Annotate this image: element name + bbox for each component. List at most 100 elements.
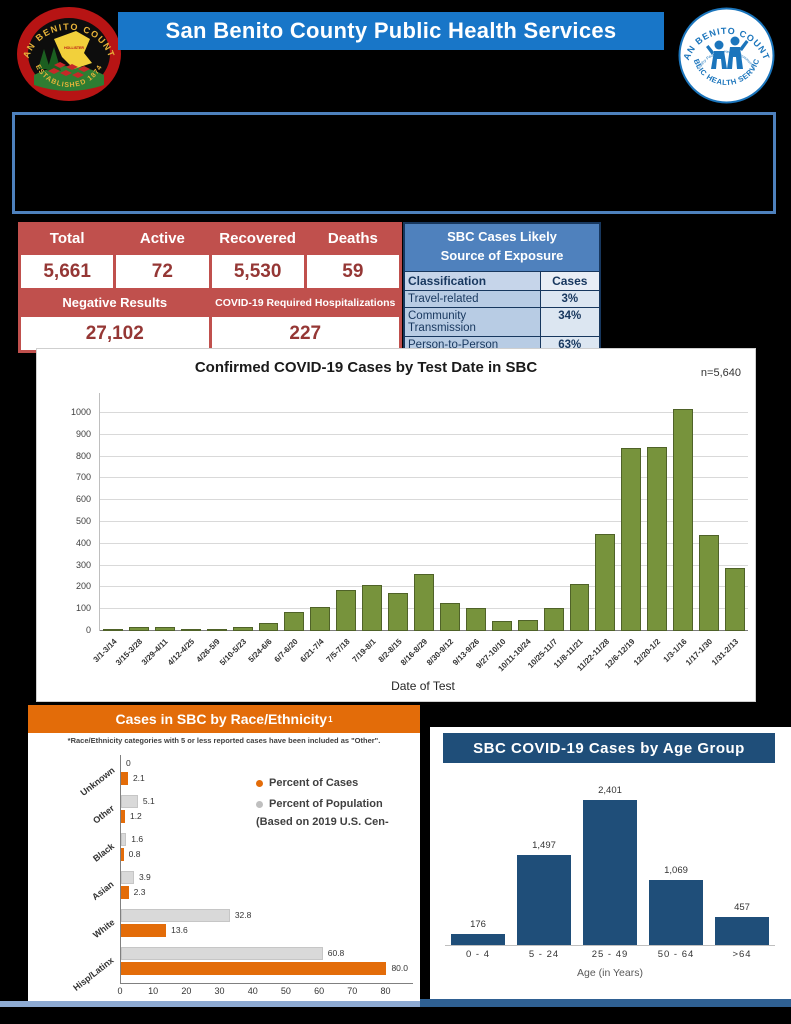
population-value-label: 32.8 (234, 910, 252, 920)
gridline (100, 412, 748, 413)
bar-value-label: 2,401 (598, 785, 622, 796)
race-chart-legend: Percent of Cases Percent of Population (… (256, 773, 389, 829)
bar (310, 607, 331, 631)
race-category-label: Unknown (78, 765, 117, 798)
bar (154, 626, 175, 631)
notice-box (12, 112, 776, 214)
y-axis-tick-label: 400 (75, 537, 91, 548)
gridline (100, 477, 748, 479)
bar (336, 589, 357, 631)
cases-value-label: 2.1 (132, 773, 145, 783)
population-value-label: 1.6 (131, 834, 144, 844)
population-bar (121, 947, 323, 960)
header-banner: San Benito County Public Health Services (118, 12, 664, 50)
race-x-tick-label: 0 (117, 986, 123, 996)
bar (595, 534, 616, 631)
exposure-col-classification: Classification (405, 271, 541, 290)
bar (388, 592, 409, 631)
bar (621, 447, 642, 631)
cases-bar (121, 810, 125, 823)
cases-value-label: 13.6 (171, 925, 188, 935)
x-axis-tick-label: 6/7-6/20 (272, 637, 300, 665)
bar (647, 446, 668, 631)
bar-value-label: 176 (470, 919, 486, 931)
bar (439, 602, 460, 631)
x-axis-tick-label: 3/29-4/11 (140, 637, 171, 667)
exposure-label: Community Transmission (405, 307, 541, 336)
x-axis-tick-label: 5/24-6/6 (246, 637, 274, 665)
race-chart-title: Cases in SBC by Race/Ethnicity 1 (28, 705, 420, 733)
stat-header-total: Total (21, 225, 114, 252)
y-axis-tick-label: 1000 (70, 407, 91, 417)
x-axis-tick-label: 7/5-7/18 (324, 637, 352, 665)
race-x-tick-label: 40 (247, 986, 258, 996)
bar-value-label: 1,069 (664, 865, 688, 877)
race-x-tick-label: 20 (181, 986, 192, 996)
gray-dot-icon (256, 800, 263, 808)
bottom-divider-right (420, 999, 791, 1007)
bar (103, 629, 123, 631)
stat-value-total: 5,661 (21, 255, 114, 288)
y-axis-tick-label: 800 (75, 450, 91, 461)
population-value-label: 60.8 (327, 948, 345, 958)
cases-bar (121, 886, 129, 899)
x-axis-tick-label: 1/17-1/30 (684, 637, 715, 668)
exposure-label: Travel-related (405, 290, 541, 307)
cases-value-label: 2.3 (133, 887, 146, 897)
stat-value-active: 72 (116, 255, 209, 288)
x-axis-tick-label: 5/10-5/23 (217, 637, 248, 668)
bar (715, 917, 769, 945)
bar (284, 612, 305, 631)
stat-header-recovered: Recovered (211, 225, 304, 252)
age-x-tick-label: >64 (732, 949, 752, 960)
cases-value-label: 1.2 (129, 811, 142, 821)
cases-value-label: 0.8 (128, 849, 141, 859)
population-value-label: 0 (126, 758, 131, 768)
stat-header-negative: Negative Results (21, 291, 209, 314)
x-axis-tick-label: 8/30-9/12 (425, 637, 456, 668)
race-chart-plot: Unknown 0 2.1 Other 5.1 1.2 Black 1.6 0.8 Asian 3.… (72, 755, 413, 993)
gridline (100, 499, 748, 501)
case-stats-table: Total Active Recovered Deaths 5,661 72 5… (18, 222, 402, 353)
seal-fields (48, 62, 90, 78)
bar (465, 608, 486, 631)
race-x-tick-label: 30 (214, 986, 225, 996)
seal-county-shape (54, 31, 92, 69)
race-x-tick-label: 60 (314, 986, 325, 996)
legend-cases-label: Percent of Cases (269, 777, 359, 789)
bar (128, 626, 149, 631)
bar (258, 623, 279, 631)
stat-header-hospitalized: COVID-19 Required Hospitalizations (211, 291, 399, 314)
cases-bar (121, 962, 387, 975)
y-axis-tick-label: 700 (75, 472, 91, 483)
race-category-label: Black (90, 841, 117, 864)
legend-population: Percent of Population (256, 794, 389, 815)
x-axis-tick-label: 6/21-7/4 (298, 637, 326, 665)
x-axis-tick-label: 7/19-8/1 (350, 637, 378, 665)
y-axis-tick-label: 0 (85, 625, 91, 635)
age-x-axis: 0 - 4 5 - 24 25 - 49 50 - 64 >64 (445, 949, 775, 963)
population-bar (121, 871, 134, 884)
exposure-title-line1: SBC Cases Likely (447, 229, 557, 244)
age-x-tick-label: 0 - 4 (465, 949, 490, 960)
exposure-value: 3% (540, 290, 599, 307)
race-chart-title-text: Cases in SBC by Race/Ethnicity (115, 711, 328, 727)
race-x-tick-label: 10 (148, 986, 159, 996)
page-title: San Benito County Public Health Services (165, 18, 617, 43)
population-value-label: 3.9 (138, 872, 151, 882)
population-bar (121, 795, 138, 808)
gridline (100, 433, 748, 435)
testdate-chart-plot (99, 393, 748, 631)
testdate-chart-panel: Confirmed COVID-19 Cases by Test Date in… (36, 348, 756, 702)
bar (491, 621, 512, 631)
stat-header-deaths: Deaths (306, 225, 399, 252)
gridline (100, 455, 748, 457)
exposure-header-row: Classification Cases (405, 270, 599, 290)
population-bar (121, 909, 230, 922)
exposure-row-community: Community Transmission 34% (405, 306, 599, 336)
y-axis-tick-label: 100 (75, 603, 91, 614)
testdate-y-axis: 0 100 200 300 400 500 600 700 800 900 1000 (59, 393, 95, 635)
y-axis-tick-label: 900 (75, 428, 91, 439)
family-figures-icon (706, 36, 749, 69)
